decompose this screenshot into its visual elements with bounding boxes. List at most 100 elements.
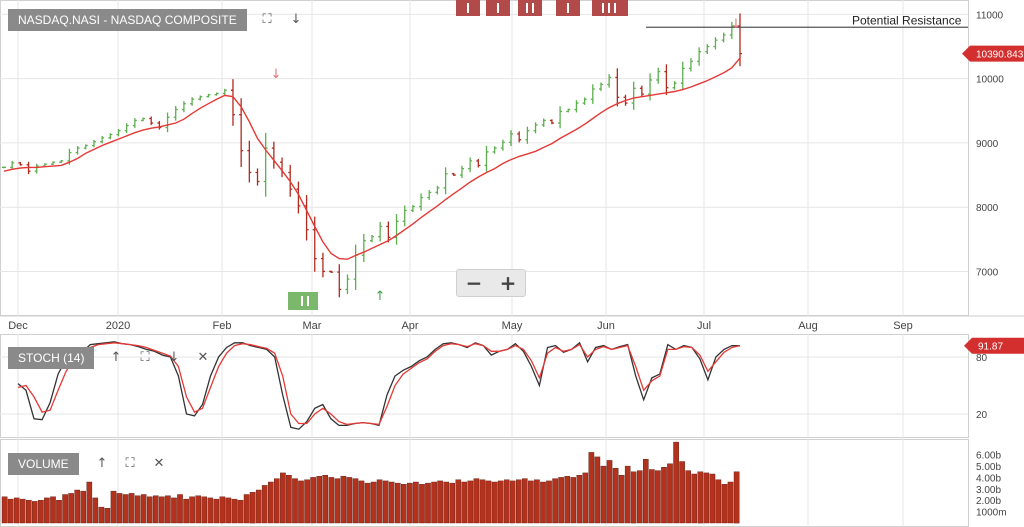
volume-bar <box>128 493 135 524</box>
event-marker[interactable] <box>456 0 480 16</box>
month-tick-label: Jul <box>697 320 711 332</box>
volume-bar <box>110 490 117 524</box>
volume-bar <box>376 479 383 524</box>
volume-bar <box>407 482 413 524</box>
volume-bar <box>261 485 268 524</box>
volume-bar <box>44 497 50 524</box>
stochastic-lines <box>17 341 741 430</box>
event-marker[interactable] <box>556 0 580 16</box>
volume-bar <box>461 481 468 524</box>
volume-bar <box>419 484 425 524</box>
stoch-d-line <box>17 342 741 426</box>
volume-bar <box>243 494 250 524</box>
volume-tick-label: 2.00b <box>976 496 1001 507</box>
volume-bar <box>673 441 679 524</box>
month-tick-label: Aug <box>798 320 818 332</box>
arrow-up-icon[interactable]: ↑ <box>96 456 108 471</box>
volume-bar <box>364 482 371 524</box>
volume-bar <box>649 469 655 524</box>
volume-bar <box>219 496 226 524</box>
volume-bar <box>497 480 504 524</box>
volume-tick-label: 1000m <box>976 508 1007 519</box>
close-icon[interactable]: ✕ <box>197 350 209 365</box>
axis-tick-labels: 7000 8000 9000 10000 11000 Dec 2020 Feb Mar Apr Ma… <box>8 10 1006 518</box>
volume-bar <box>721 484 728 524</box>
volume-bar <box>401 484 407 524</box>
volume-bar <box>612 468 619 524</box>
volume-bar <box>582 472 589 524</box>
volume-bar <box>630 471 637 524</box>
month-tick-label: Sep <box>893 320 913 332</box>
event-marker[interactable] <box>592 0 628 16</box>
zoom-in-button[interactable]: + <box>499 271 517 295</box>
event-marker[interactable] <box>518 0 542 16</box>
stoch-last-value: 91.87 <box>978 342 1003 353</box>
arrow-up-icon[interactable]: ↑ <box>110 350 122 365</box>
volume-bar <box>358 480 365 524</box>
volume-bar <box>733 471 740 524</box>
volume-bar <box>661 467 667 524</box>
volume-bar <box>479 479 486 524</box>
volume-bar <box>576 475 583 524</box>
volume-bar <box>32 501 38 524</box>
volume-panel-title: VOLUME <box>8 453 79 475</box>
volume-bar <box>382 480 389 524</box>
volume-bar <box>68 493 74 524</box>
volume-bar <box>237 500 244 524</box>
volume-bar <box>352 478 359 524</box>
volume-bar <box>588 452 595 524</box>
volume-bar <box>171 497 177 524</box>
month-tick-label: Feb <box>213 320 232 332</box>
volume-bar <box>437 480 443 524</box>
arrow-down-icon[interactable]: ↓ <box>168 350 180 365</box>
last-price-badge <box>962 45 1024 62</box>
volume-bar <box>522 478 528 524</box>
volume-bar <box>606 460 613 524</box>
month-tick-label: Jun <box>597 320 615 332</box>
expand-icon[interactable]: ⛶ <box>140 350 150 365</box>
volume-bar <box>322 475 329 524</box>
volume-bar <box>159 496 165 524</box>
volume-bar <box>92 497 99 524</box>
volume-bar <box>443 481 450 524</box>
volume-bar <box>134 495 141 524</box>
close-icon[interactable]: ✕ <box>153 456 165 471</box>
volume-bar <box>709 473 716 524</box>
volume-bar <box>328 477 335 524</box>
month-tick-label: 2020 <box>106 320 130 332</box>
expand-icon[interactable]: ⛶ <box>262 12 272 27</box>
volume-bar <box>388 481 395 524</box>
volume-bar <box>62 494 68 524</box>
volume-bar <box>280 472 286 524</box>
volume-bar <box>146 496 153 524</box>
volume-bar <box>425 482 431 524</box>
volume-bar <box>298 480 304 524</box>
volume-bar <box>140 494 147 524</box>
volume-bar <box>286 475 292 524</box>
volume-bar <box>534 479 540 524</box>
volume-bar <box>116 493 123 524</box>
volume-bar <box>540 481 546 524</box>
volume-bar <box>491 481 498 524</box>
volume-bar <box>104 508 111 524</box>
expand-icon[interactable]: ⛶ <box>125 456 135 471</box>
volume-bar <box>7 498 14 524</box>
volume-bar <box>122 494 129 524</box>
volume-bar <box>395 482 401 524</box>
volume-bar <box>431 481 437 524</box>
volume-bar <box>570 477 576 524</box>
event-marker[interactable] <box>486 0 510 16</box>
stoch-tick-label: 80 <box>976 353 988 364</box>
volume-bar <box>618 475 625 524</box>
price-tick-label: 10000 <box>976 75 1004 86</box>
zoom-out-button[interactable]: − <box>465 271 483 295</box>
volume-bar <box>26 500 32 524</box>
volume-bar <box>304 479 310 524</box>
last-price-value: 10390.843 <box>976 50 1024 61</box>
volume-bar <box>340 476 347 524</box>
arrow-down-icon[interactable]: ↓ <box>290 12 302 27</box>
volume-bar <box>455 479 462 524</box>
volume-bar <box>503 479 510 524</box>
volume-tick-label: 5.00b <box>976 462 1001 473</box>
